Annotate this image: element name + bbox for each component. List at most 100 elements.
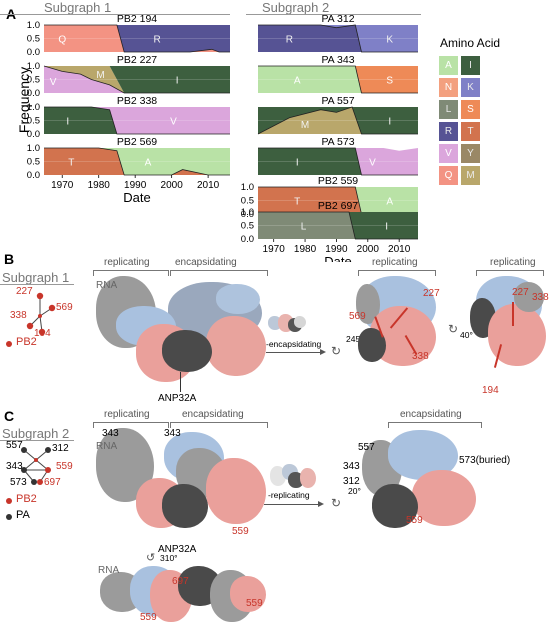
area-V	[44, 66, 230, 93]
subgraph2-underline	[246, 14, 421, 15]
area-V	[258, 148, 418, 175]
y-tick-label: 0.5	[27, 116, 40, 127]
y-tick-label: 0.0	[27, 47, 40, 58]
x-tick-label: 2000	[357, 244, 380, 255]
c-bottom-559-b: 559	[246, 598, 263, 609]
node-194	[38, 328, 46, 336]
legend-swatch-A: A	[439, 56, 458, 75]
c-rotated-structure	[362, 430, 482, 530]
c-right-312: 312	[343, 476, 360, 487]
x-axis-label: Date	[123, 190, 150, 205]
chart-title: PB2 559	[318, 175, 358, 187]
c-pa-legend-label: PA	[16, 509, 30, 521]
label-312: 312	[52, 443, 69, 454]
label-343: 343	[6, 461, 23, 472]
area-label-K: K	[386, 35, 393, 46]
area-K	[258, 25, 418, 52]
x-tick-label: 2000	[161, 180, 184, 191]
b-rotated-structure-1	[356, 276, 442, 372]
x-tick-label: 1980	[88, 180, 111, 191]
node-227	[36, 292, 44, 300]
node-312	[45, 447, 51, 453]
b-anp32a-label: ANP32A	[158, 393, 197, 404]
area-I	[258, 107, 418, 134]
area-label-R: R	[286, 35, 293, 46]
c-encapsidating-bracket	[170, 422, 268, 428]
c-rotation-icon-bottom: ↺	[146, 552, 156, 564]
c-right-573-buried: 573(buried)	[459, 455, 511, 466]
chart-pb2-338: I V PB2 338 1.0 0.5 0.0	[27, 95, 230, 140]
legend-swatch-Q: Q	[439, 166, 458, 185]
c-rotation-label-1: 20°	[348, 486, 361, 496]
c-replicating-bracket	[93, 422, 169, 428]
c-343-label-mid: 343	[164, 428, 181, 439]
legend-swatch-S: S	[461, 100, 480, 119]
c-arrow-head	[318, 501, 324, 507]
panel-c-subgraph-title: Subgraph 2	[2, 426, 70, 441]
c-arrow-line	[264, 504, 320, 505]
c-rotation-label-bottom: 310°	[160, 553, 178, 563]
chart-title: PB2 338	[117, 95, 157, 107]
node-343	[21, 467, 27, 473]
b-rotated-structure-2	[470, 276, 548, 374]
y-tick-label: 0.5	[241, 221, 254, 232]
x-tick-label: 1970	[263, 244, 286, 255]
x-tick-label: 2010	[197, 180, 220, 191]
label-569: 569	[56, 302, 73, 313]
panel-b-subgraph-underline	[0, 284, 74, 285]
chart-pb2-194: Q R PB2 194 1.0 0.5 0.0	[27, 13, 230, 58]
c-right-343: 343	[343, 461, 360, 472]
subgraph2-title: Subgraph 2	[262, 0, 330, 15]
label-557: 557	[6, 440, 23, 451]
chart-pb2-569: T A PB2 569 1.0 0.5 0.0 1970 1980 1990 2000 2010 Da…	[27, 136, 230, 205]
b-arrow-label: -encapsidating	[266, 339, 322, 349]
x-tick-label: 1980	[294, 244, 317, 255]
label-338: 338	[10, 310, 27, 321]
b-right-replicating-bracket-2	[476, 270, 544, 276]
area-Q	[44, 25, 230, 52]
b-site-227-a: 227	[423, 288, 440, 299]
b-site-338-a: 338	[412, 351, 429, 362]
b-right-replicating-label-1: replicating	[372, 257, 418, 268]
b-arrow-head	[320, 349, 326, 355]
area-label-M: M	[96, 70, 104, 81]
y-tick-label: 0.0	[241, 234, 254, 245]
boundary-line	[44, 106, 230, 135]
area-label-A: A	[294, 76, 301, 87]
chart-pb2-227: V M I PB2 227 1.0 0.5 0.0	[27, 54, 230, 99]
y-tick-label: 1.0	[241, 182, 254, 193]
boundary-line	[258, 24, 418, 53]
x-tick-label: 1990	[124, 180, 147, 191]
b-encapsidating-bracket	[170, 270, 268, 276]
c-main-protein-structure	[96, 428, 266, 538]
x-tick-label: 1970	[51, 180, 74, 191]
area-I	[258, 148, 418, 175]
area-M	[44, 66, 230, 93]
b-replicating-bracket	[93, 270, 169, 276]
area-label-S: S	[386, 76, 393, 87]
area-label-I: I	[296, 158, 299, 169]
pb2-legend-label: PB2	[16, 336, 37, 348]
node-559	[45, 467, 51, 473]
area-label-I: I	[176, 76, 179, 87]
area-label-V: V	[369, 158, 376, 169]
y-tick-label: 0.5	[27, 34, 40, 45]
legend-swatch-V: V	[439, 144, 458, 163]
area-R	[258, 25, 418, 52]
panel-c-subgraph-underline	[0, 440, 74, 441]
y-tick-label: 0.5	[27, 75, 40, 86]
chart-title: PA 573	[321, 136, 354, 148]
c-right-559: 559	[406, 515, 423, 526]
area-A	[258, 187, 418, 214]
area-label-I: I	[388, 117, 391, 128]
c-anp32a-label: ANP32A	[158, 544, 197, 555]
c-pb2-legend-dot	[6, 498, 12, 504]
area-label-I: I	[66, 117, 69, 128]
node-569	[48, 304, 56, 312]
chart-title: PA 343	[321, 54, 354, 66]
c-small-structure-icon	[270, 464, 316, 494]
label-227: 227	[16, 286, 33, 297]
amino-acid-legend-title: Amino Acid	[440, 36, 501, 50]
chart-title: PB2 697	[318, 200, 358, 212]
